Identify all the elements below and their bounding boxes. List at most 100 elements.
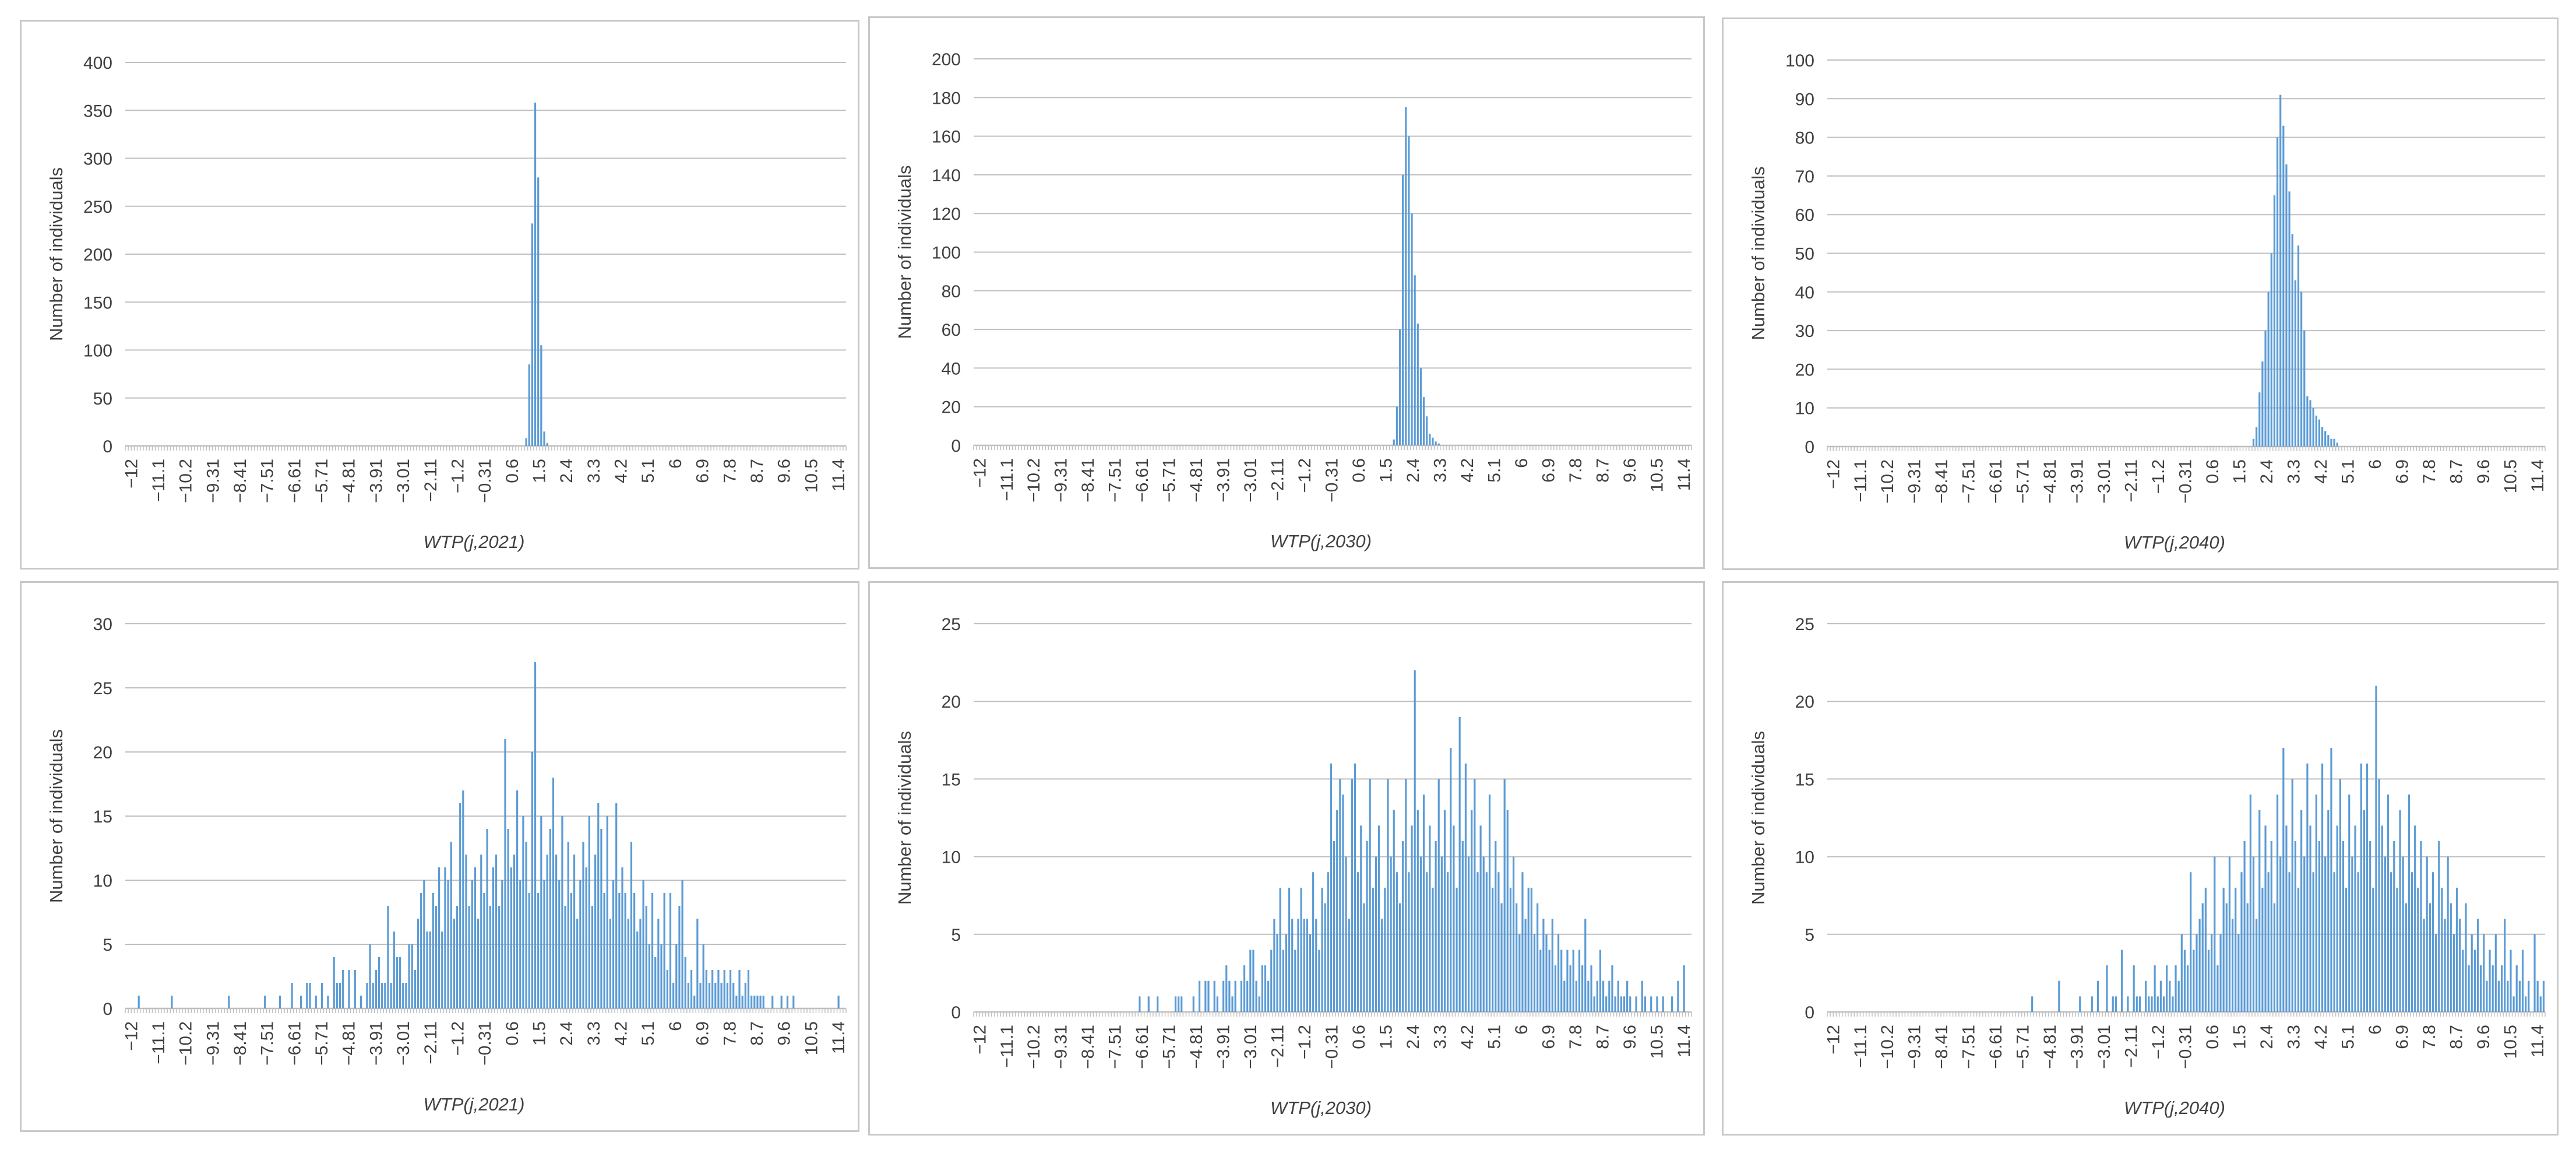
histogram-bar [525,438,527,446]
x-tick-label: 10.5 [1648,458,1667,492]
histogram-bar [2318,419,2321,447]
histogram-bar [2249,795,2251,1012]
histogram-bar [2504,919,2506,1012]
histogram-bar [1381,919,1383,1012]
histogram-bar [483,893,485,1008]
x-tick-label: 0.6 [1349,1025,1369,1049]
histogram-bar [1467,856,1470,1012]
histogram-bar [1393,440,1395,445]
histogram-bar [2237,934,2240,1012]
histogram-bar [726,983,729,1008]
x-tick-label: 6.9 [693,1021,713,1046]
x-tick-label: 6.9 [2393,1025,2412,1049]
histogram-bar [513,855,516,1008]
histogram-bar [2342,841,2345,1012]
x-tick-label: −6.61 [1133,1025,1152,1069]
histogram-bar [1405,107,1407,445]
histogram-bar [2330,748,2332,1012]
histogram-bar [336,983,338,1008]
histogram-bar [2333,872,2335,1012]
histogram-bar [360,996,362,1008]
histogram-bar [1339,779,1341,1012]
histogram-bar [1228,980,1231,1012]
histogram-bar [1288,887,1291,1012]
histogram-bar [2408,795,2411,1012]
histogram-bar [1408,872,1410,1012]
histogram-bar [2264,331,2267,447]
histogram-wtp-2030-wide: 0 5 10 15 20 25 −12 −11.1 −10.2 −9.31 −8.41 −7.51 −6… [894,615,1694,1118]
histogram-bar [2201,903,2204,1012]
x-tick-label: −10.2 [1878,1025,1897,1069]
y-tick-label: 60 [942,321,961,340]
histogram-bar [2327,810,2330,1012]
histogram-bar [651,893,654,1008]
histogram-bar [2336,825,2338,1012]
histogram-bar [2396,887,2398,1012]
histogram-bar [1542,919,1545,1012]
histogram-bar [525,842,527,1008]
x-tick-label: 11.4 [829,1021,848,1054]
histogram-bar [2264,825,2267,1012]
histogram-bar [2321,763,2324,1012]
x-tick-label: 7.8 [1566,458,1585,483]
histogram-bar [2273,903,2276,1012]
histogram-bar [627,919,629,1008]
x-tick-label: −11.1 [998,458,1017,501]
histogram-bar [2309,825,2311,1012]
histogram-bar [2330,438,2332,447]
histogram-bar [1411,825,1413,1012]
histogram-bar [264,996,266,1008]
histogram-bar [1357,872,1359,1012]
histogram-bar [2405,903,2407,1012]
x-tick-label: 1.5 [1377,1025,1396,1049]
histogram-bar [1485,872,1488,1012]
histogram-bar [1635,996,1637,1012]
histogram-bar [660,944,662,1008]
x-tick-label: −3.91 [367,1021,386,1066]
histogram-bar [1243,965,1246,1012]
x-tick-label: 2.4 [557,459,576,483]
histogram-bar [1437,779,1440,1012]
x-tick-label: −5.71 [1160,458,1179,502]
histogram-bar [2444,919,2446,1012]
x-tick-label: −3.91 [2068,459,2087,504]
x-tick-label: 3.3 [584,459,604,483]
x-tick-label: 1.5 [1377,458,1396,483]
histogram-bar [687,983,690,1008]
y-tick-label: 20 [942,398,961,417]
histogram-bar [2282,125,2285,447]
histogram-bar [519,880,521,1008]
x-tick-label: −7.51 [1106,458,1125,502]
x-tick-label: −3.91 [2068,1025,2087,1069]
histogram-bar [648,944,650,1008]
histogram-bar [1139,996,1141,1012]
histogram-bar [291,983,293,1008]
histogram-bar [372,983,374,1008]
x-tick-label: −7.51 [1106,1025,1125,1069]
y-tick-label: 50 [1795,245,1814,264]
y-tick-label: 25 [942,615,961,634]
histogram-bar [1419,368,1422,445]
histogram-bar [1461,841,1464,1012]
histogram-bar [1530,887,1532,1012]
histogram-bar [630,842,633,1008]
histogram-bar [663,893,665,1008]
histogram-bar [540,345,542,446]
y-tick-label: 200 [932,50,961,69]
x-tick-label: 10.5 [2501,1025,2521,1059]
histogram-bar [2154,965,2156,1012]
y-tick-label: 5 [1805,926,1814,945]
histogram-bar [699,983,702,1008]
histogram-bar [1497,872,1500,1012]
histogram-bar [327,996,329,1008]
x-tick-label: −1.2 [2149,459,2168,494]
histogram-bar [333,957,335,1008]
histogram-bar [1321,887,1323,1012]
x-axis-minor-ticks [1827,447,2546,451]
x-tick-label: 6.9 [1539,1025,1559,1049]
histogram-bar [534,103,537,447]
histogram-bar [546,855,548,1008]
y-tick-label: 20 [1795,693,1814,712]
histogram-bar [666,970,668,1008]
x-tick-label: −3.01 [394,459,413,503]
